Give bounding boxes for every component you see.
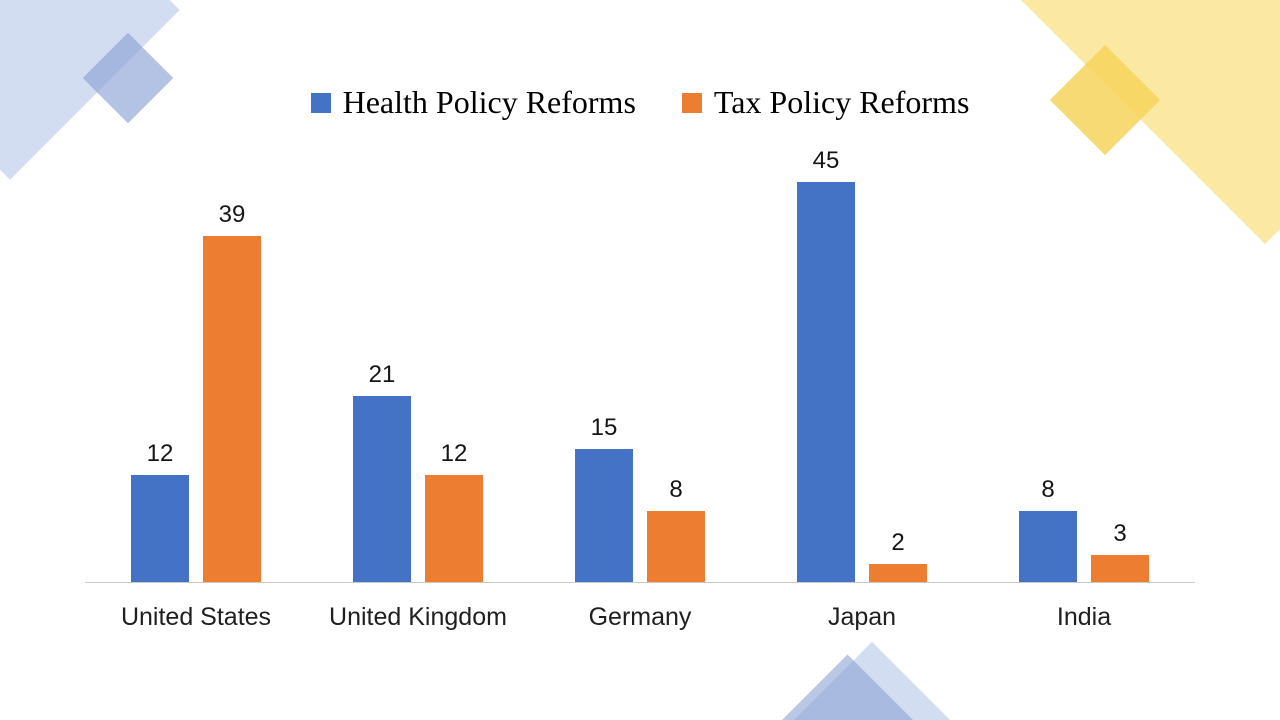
data-label: 3 — [1113, 520, 1127, 547]
bar: 2 — [869, 529, 927, 582]
legend-swatch-health-icon — [310, 92, 331, 113]
bar: 21 — [353, 361, 411, 582]
bar: 39 — [203, 201, 261, 582]
data-label: 2 — [891, 529, 905, 556]
legend-label-tax: Tax Policy Reforms — [713, 84, 970, 120]
bar: 12 — [425, 440, 483, 582]
legend-item-health-policy: Health Policy Reforms — [310, 84, 636, 121]
data-label: 39 — [218, 201, 246, 228]
category-label: United States — [120, 603, 272, 631]
bar: 8 — [647, 476, 705, 582]
chart-legend: Health Policy Reforms Tax Policy Reforms — [0, 84, 1280, 121]
category-label: United Kingdom — [329, 603, 507, 631]
data-label: 12 — [146, 440, 174, 467]
bar: 8 — [1019, 476, 1077, 582]
bar-group: 8 3 India — [973, 139, 1195, 631]
category-label: Germany — [588, 603, 692, 631]
legend-item-tax-policy: Tax Policy Reforms — [681, 84, 970, 121]
bar-group: 21 12 United Kingdom — [307, 139, 529, 631]
bar: 12 — [131, 440, 189, 582]
bar: 3 — [1091, 520, 1149, 582]
data-label: 15 — [590, 414, 618, 441]
bar-group: 15 8 Germany — [529, 139, 751, 631]
bar: 15 — [575, 414, 633, 582]
bar-group: 45 2 Japan — [751, 139, 973, 631]
bar: 45 — [797, 147, 855, 582]
data-label: 12 — [440, 440, 468, 467]
legend-label-health: Health Policy Reforms — [342, 84, 636, 120]
category-label: Japan — [827, 603, 897, 631]
bar-group: 12 39 United States — [85, 139, 307, 631]
data-label: 21 — [368, 361, 396, 388]
data-label: 8 — [1041, 476, 1055, 503]
data-label: 45 — [812, 147, 840, 174]
category-label: India — [1056, 603, 1112, 631]
legend-swatch-tax-icon — [681, 92, 702, 113]
data-label: 8 — [669, 476, 683, 503]
plot-area: 12 39 United States 21 12 United Kingdom 15 8 Ge… — [85, 139, 1195, 631]
